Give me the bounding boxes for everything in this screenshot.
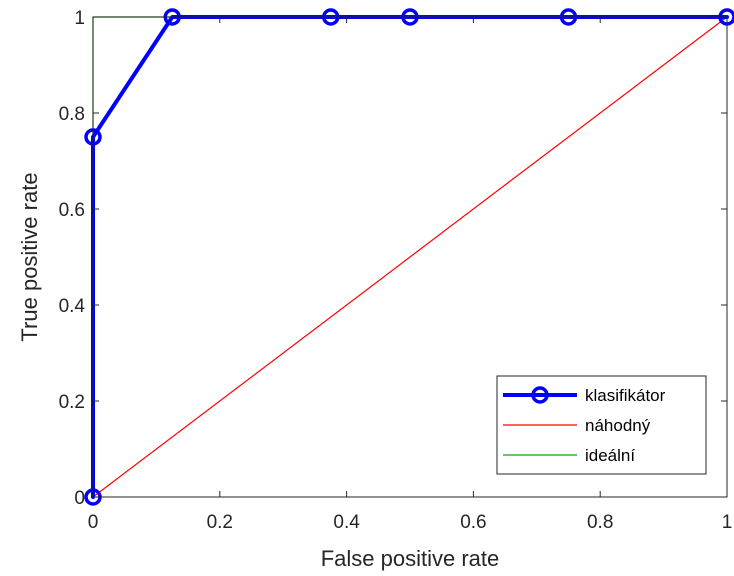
y-tick-label-3: 0.6: [59, 200, 85, 221]
axes: 0 0.2 0.4 0.6 0.8 1 0 0.2 0.4 0.6 0.8 1: [59, 8, 733, 533]
legend-label-0: klasifikátor: [585, 386, 666, 405]
axes-box: [92, 16, 728, 498]
y-axis-label: True positive rate: [17, 172, 42, 341]
y-tick-label-0: 0: [74, 488, 85, 509]
legend: klasifikátor náhodný ideální: [496, 375, 707, 475]
legend-label-2: ideální: [585, 446, 635, 465]
x-tick-label-0: 0: [88, 512, 99, 533]
y-tick-label-1: 0.2: [59, 392, 85, 413]
series-line-1: [92, 16, 728, 498]
y-tick-label-4: 0.8: [59, 104, 85, 125]
x-tick-label-4: 0.8: [587, 512, 613, 533]
x-tick-label-1: 0.2: [207, 512, 233, 533]
legend-marker-0: [531, 386, 549, 404]
y-tick-label-5: 1: [74, 8, 85, 29]
x-axis-label: False positive rate: [321, 546, 500, 571]
y-tick-label-2: 0.4: [59, 296, 86, 317]
legend-label-1: náhodný: [585, 416, 651, 435]
x-tick-label-5: 1: [722, 512, 733, 533]
x-tick-label-2: 0.4: [333, 512, 360, 533]
x-tick-label-3: 0.6: [460, 512, 486, 533]
